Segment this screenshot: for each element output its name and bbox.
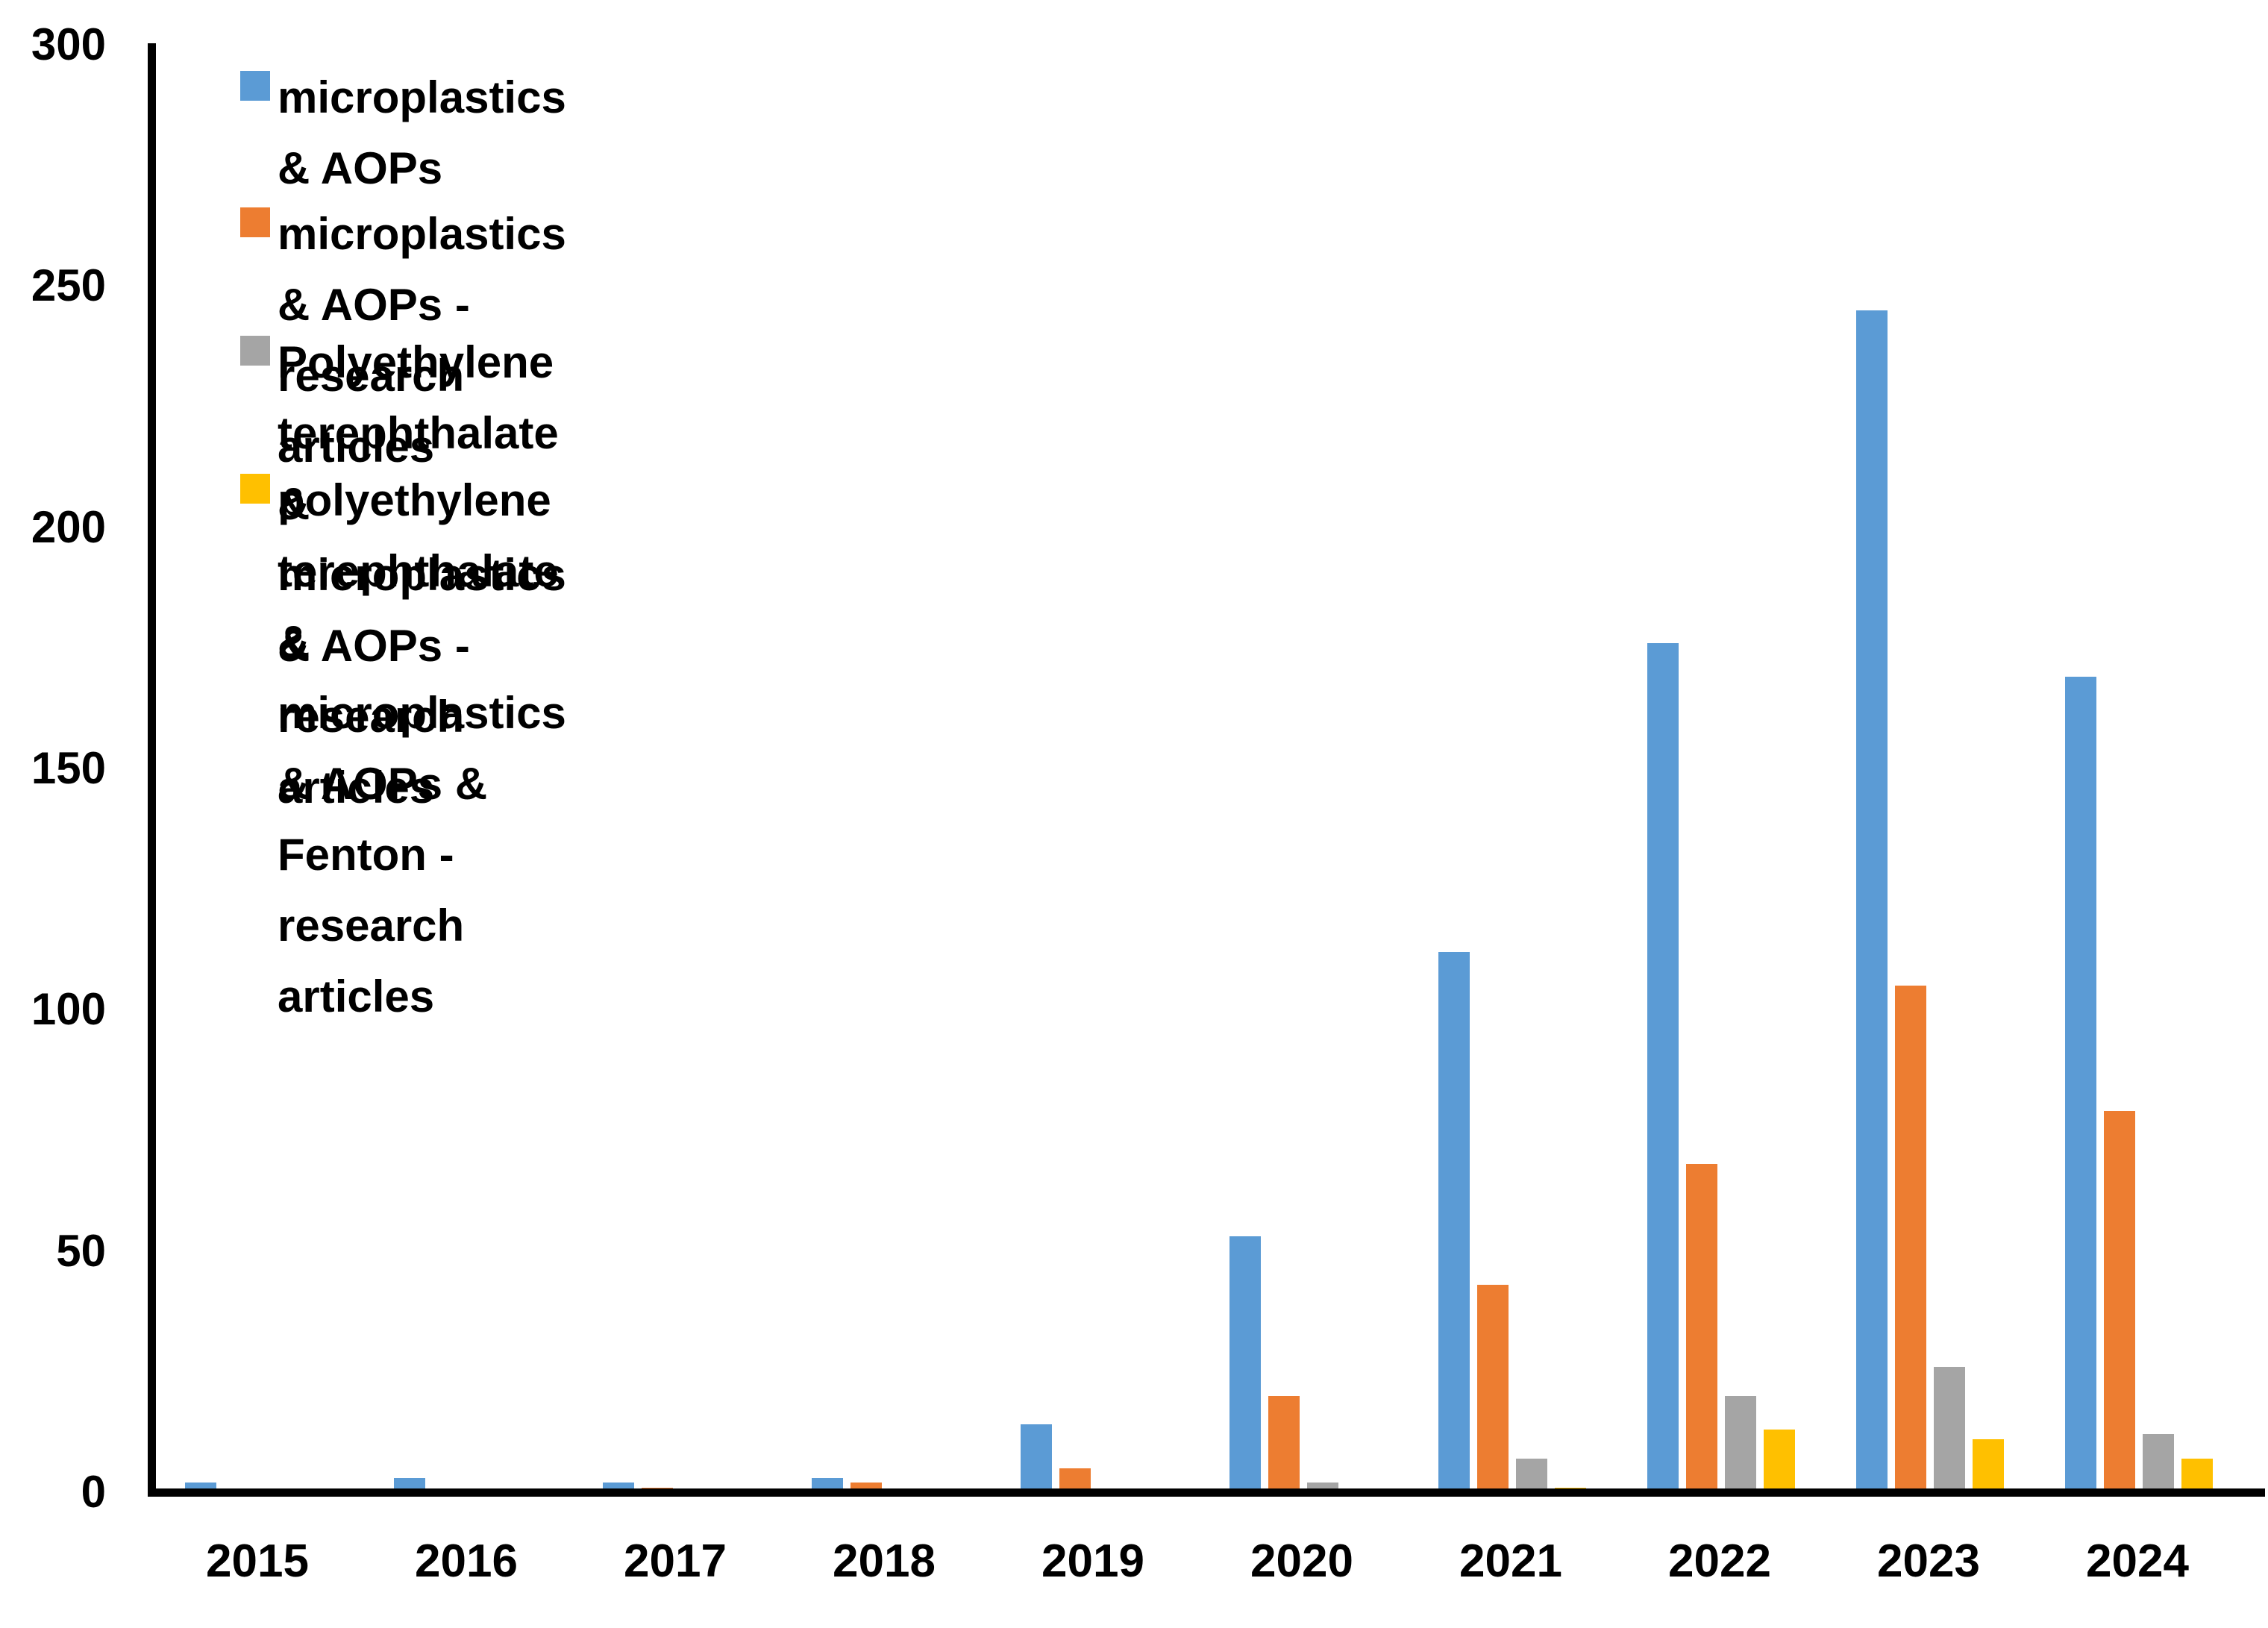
legend-swatch-icon [240,336,270,366]
legend-item-2: microplastics & AOPs - research articles [240,198,566,482]
x-category-label-2015: 2015 [206,1535,309,1587]
bar-2021-series2 [1477,1284,1509,1492]
y-tick-label-200: 200 [31,501,106,552]
y-tick-label-50: 50 [56,1225,106,1276]
legend-item-4: polyethylene terephthalate & microplasti… [240,465,566,1032]
legend-label: Polyethylene terephthalate & microplasti… [278,337,566,813]
x-category-label-2023: 2023 [1877,1535,1980,1587]
x-category-label-2020: 2020 [1250,1535,1353,1587]
y-axis-line [148,43,156,1497]
y-tick-label-250: 250 [31,260,106,311]
bar-2023-series2 [1895,986,1926,1492]
bar-2022-series3 [1725,1395,1756,1492]
bar-2023-series4 [1973,1438,2004,1492]
bar-2024-series1 [2065,677,2096,1492]
y-tick-label-0: 0 [81,1467,106,1517]
y-tick-label-100: 100 [31,984,106,1035]
bar-2020-series2 [1268,1395,1300,1492]
y-tick-label-300: 300 [31,19,106,69]
bar-2022-series1 [1647,642,1679,1492]
legend-swatch-icon [240,207,270,237]
x-category-label-2021: 2021 [1459,1535,1562,1587]
legend-label: polyethylene terephthalate & microplasti… [278,475,566,1021]
legend-swatch-icon [240,474,270,504]
bar-2020-series1 [1229,1236,1261,1492]
bar-2024-series3 [2143,1434,2174,1492]
x-axis-line [148,1488,2265,1497]
legend-swatch-icon [240,71,270,101]
bar-2019-series2 [1059,1468,1091,1492]
x-category-label-2022: 2022 [1668,1535,1771,1587]
legend-item-3: Polyethylene terephthalate & microplasti… [240,327,566,823]
bar-2021-series1 [1438,951,1470,1492]
bar-2019-series1 [1021,1424,1052,1492]
bar-2023-series3 [1934,1366,1965,1492]
bar-2022-series4 [1764,1429,1795,1492]
x-category-label-2017: 2017 [624,1535,727,1587]
legend-label: microplastics & AOPs - research articles [278,209,566,472]
bar-2023-series1 [1856,310,1888,1492]
x-category-label-2016: 2016 [415,1535,518,1587]
legend-item-1: microplastics & AOPs [240,62,566,204]
legend-label: microplastics & AOPs [278,72,566,193]
bar-2022-series2 [1686,1164,1717,1492]
bar-2024-series2 [2104,1111,2135,1492]
x-category-label-2024: 2024 [2086,1535,2189,1587]
bar-2021-series3 [1516,1458,1547,1492]
x-category-label-2019: 2019 [1041,1535,1144,1587]
bar-2024-series4 [2181,1458,2213,1492]
y-tick-label-150: 150 [31,743,106,793]
x-category-label-2018: 2018 [833,1535,936,1587]
